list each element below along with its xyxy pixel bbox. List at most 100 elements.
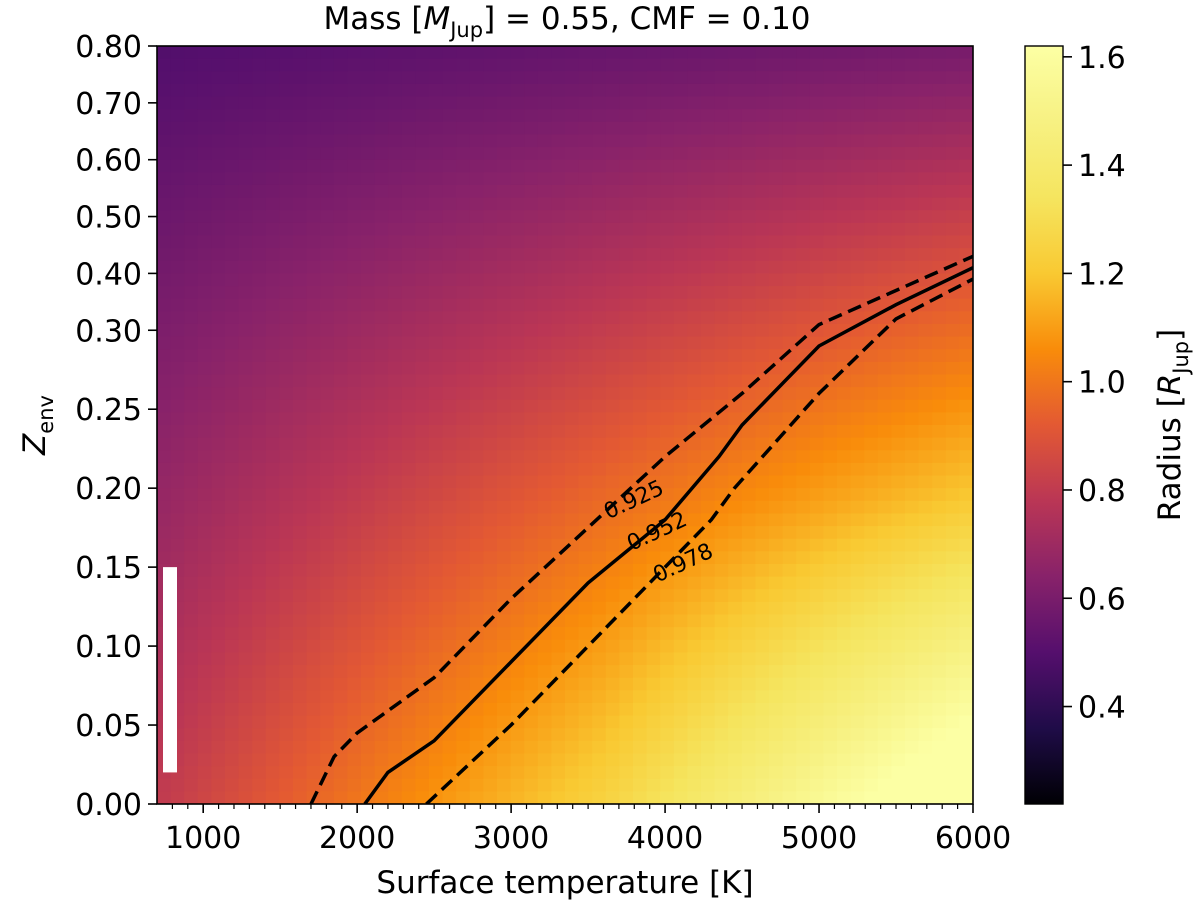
heatmap-cell <box>565 298 580 312</box>
heatmap-cell <box>796 235 811 249</box>
heatmap-cell <box>959 71 973 85</box>
heatmap-cell <box>605 222 620 237</box>
heatmap-cell <box>483 58 498 72</box>
heatmap-cell <box>197 349 212 363</box>
heatmap-cell <box>184 109 199 123</box>
heatmap-cell <box>701 109 716 123</box>
heatmap-cell <box>565 766 580 780</box>
heatmap-cell <box>401 791 416 804</box>
heatmap-cell <box>619 260 634 274</box>
heatmap-cell <box>469 589 484 603</box>
heatmap-cell <box>945 715 960 729</box>
heatmap-cell <box>891 538 906 552</box>
heatmap-cell <box>483 500 498 515</box>
heatmap-cell <box>388 184 403 199</box>
heatmap-cell <box>605 652 620 666</box>
heatmap-cell <box>769 551 784 565</box>
colorbar-label: Radius [RJup] <box>1152 329 1193 521</box>
heatmap-cell <box>837 71 852 85</box>
heatmap-cell <box>497 563 512 578</box>
heatmap-cell <box>374 159 389 173</box>
heatmap-cell <box>578 665 593 679</box>
heatmap-cell <box>959 488 973 502</box>
heatmap-cell <box>225 83 240 98</box>
heatmap-cell <box>388 551 403 565</box>
heatmap-cell <box>347 753 362 767</box>
heatmap-cell <box>945 652 960 666</box>
heatmap-cell <box>918 248 933 262</box>
heatmap-cell <box>741 778 756 792</box>
heatmap-cell <box>347 83 362 98</box>
heatmap-cell <box>252 412 267 426</box>
heatmap-cell <box>809 121 824 136</box>
heatmap-cell <box>197 248 212 262</box>
heatmap-cell <box>741 248 756 262</box>
heatmap-cell <box>483 83 498 98</box>
heatmap-cell <box>551 513 566 527</box>
heatmap-cell <box>673 639 688 653</box>
heatmap-cell <box>769 690 784 704</box>
heatmap-cell <box>374 121 389 136</box>
heatmap-cell <box>837 614 852 628</box>
heatmap-cell <box>782 589 797 603</box>
heatmap-cell <box>429 639 444 653</box>
heatmap-cell <box>238 589 253 603</box>
heatmap-cell <box>347 500 362 515</box>
heatmap-cell <box>714 323 729 338</box>
heatmap-cell <box>456 753 471 767</box>
heatmap-cell <box>714 500 729 515</box>
heatmap-cell <box>687 374 702 388</box>
heatmap-cell <box>796 614 811 628</box>
heatmap-cell <box>388 715 403 729</box>
heatmap-cell <box>415 513 430 527</box>
heatmap-cell <box>225 184 240 199</box>
heatmap-cell <box>442 627 457 641</box>
heatmap-cell <box>660 260 675 274</box>
heatmap-cell <box>837 134 852 148</box>
heatmap-cell <box>578 715 593 729</box>
heatmap-cell <box>225 298 240 312</box>
heatmap-cell <box>537 488 552 502</box>
heatmap-cell <box>850 551 865 565</box>
heatmap-cell <box>306 677 321 691</box>
heatmap-cell <box>197 526 212 540</box>
heatmap-cell <box>442 766 457 780</box>
heatmap-cell <box>660 311 675 325</box>
heatmap-cell <box>782 222 797 237</box>
y-tick-label: 0.20 <box>75 472 142 507</box>
heatmap-cell <box>701 450 716 464</box>
heatmap-cell <box>592 374 607 388</box>
heatmap-cell <box>197 323 212 338</box>
heatmap-cell <box>714 702 729 717</box>
heatmap-cell <box>782 639 797 653</box>
heatmap-cell <box>809 210 824 224</box>
heatmap-cell <box>633 197 648 211</box>
heatmap-cell <box>565 576 580 590</box>
heatmap-cell <box>510 134 525 148</box>
colorbar-tick-label: 1.6 <box>1078 41 1126 76</box>
heatmap-cell <box>361 134 376 148</box>
heatmap-cell <box>605 740 620 755</box>
heatmap-cell <box>157 791 172 804</box>
heatmap-cell <box>646 147 661 161</box>
heatmap-cell <box>333 58 348 72</box>
heatmap-cell <box>592 235 607 249</box>
heatmap-cell <box>361 690 376 704</box>
heatmap-cell <box>782 488 797 502</box>
heatmap-cell <box>469 475 484 489</box>
heatmap-cell <box>660 222 675 237</box>
heatmap-cell <box>252 134 267 148</box>
heatmap-cell <box>741 576 756 590</box>
heatmap-cell <box>891 172 906 186</box>
heatmap-cell <box>877 488 892 502</box>
heatmap-cell <box>728 134 743 148</box>
heatmap-cell <box>605 147 620 161</box>
heatmap-cell <box>265 273 280 287</box>
heatmap-cell <box>905 740 920 755</box>
heatmap-cell <box>197 665 212 679</box>
heatmap-cell <box>293 248 308 262</box>
heatmap-cell <box>728 500 743 515</box>
heatmap-cell <box>769 71 784 85</box>
heatmap-cell <box>238 387 253 401</box>
heatmap-cell <box>809 538 824 552</box>
